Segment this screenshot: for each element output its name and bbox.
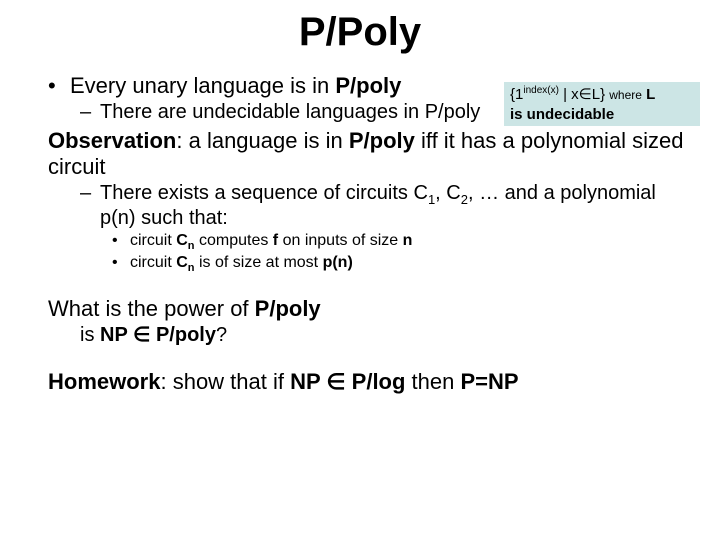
text: on inputs of size: [278, 232, 403, 249]
bullet-undecidable: There are undecidable languages in P/pol…: [30, 101, 690, 124]
text-bold: P/poly: [425, 101, 481, 123]
text: ?: [216, 324, 227, 346]
text: What is the power of: [48, 296, 255, 321]
text-bold: n: [403, 232, 413, 249]
text-bold: Observation: [48, 128, 176, 153]
text: computes: [195, 232, 273, 249]
text: circuit: [130, 254, 176, 271]
power-line: What is the power of P/poly: [30, 296, 690, 322]
bullet-circuits-seq: There exists a sequence of circuits C1, …: [30, 182, 690, 230]
bullet-cn-computes: circuit Cn computes f on inputs of size …: [30, 232, 690, 252]
text-bold: P/poly: [255, 296, 321, 321]
text-bold: NP ∈ P/log: [290, 369, 405, 394]
text: such that:: [136, 207, 228, 229]
text-bold: P/poly: [349, 128, 415, 153]
text-bold: C: [176, 254, 188, 271]
text-bold: C: [176, 232, 188, 249]
text: There are undecidable languages in: [100, 101, 425, 123]
text: C: [446, 182, 460, 204]
text: , … and a polynomial: [468, 182, 656, 204]
text: p(n): [100, 207, 136, 229]
text: circuit: [130, 232, 176, 249]
text-bold: Homework: [48, 369, 160, 394]
slide-content: P/Poly {1index(x) | x∈L} where L is unde…: [0, 0, 720, 540]
slide-title: P/Poly: [30, 10, 690, 55]
bullet-unary: Every unary language is in P/poly: [30, 73, 690, 99]
text-bold: p(n): [323, 254, 353, 271]
sub: 2: [461, 192, 468, 207]
text-bold: NP ∈ P/poly: [100, 324, 216, 346]
text: Every unary language is in: [70, 73, 335, 98]
text: is of size at most: [195, 254, 323, 271]
sub: n: [188, 240, 195, 252]
text: : a language is in: [176, 128, 348, 153]
text: There exists a sequence of circuits: [100, 182, 413, 204]
text-bold: P/poly: [335, 73, 401, 98]
text-bold: P=NP: [460, 369, 518, 394]
sub: n: [188, 262, 195, 274]
bullet-cn-size: circuit Cn is of size at most p(n): [30, 254, 690, 274]
text: is: [80, 324, 100, 346]
power-sub: is NP ∈ P/poly?: [30, 322, 690, 347]
homework-line: Homework: show that if NP ∈ P/log then P…: [30, 369, 690, 395]
text: C: [413, 182, 427, 204]
text: ,: [435, 182, 446, 204]
text: then: [405, 369, 460, 394]
observation-line: Observation: a language is in P/poly iff…: [30, 128, 690, 180]
text: : show that if: [160, 369, 290, 394]
